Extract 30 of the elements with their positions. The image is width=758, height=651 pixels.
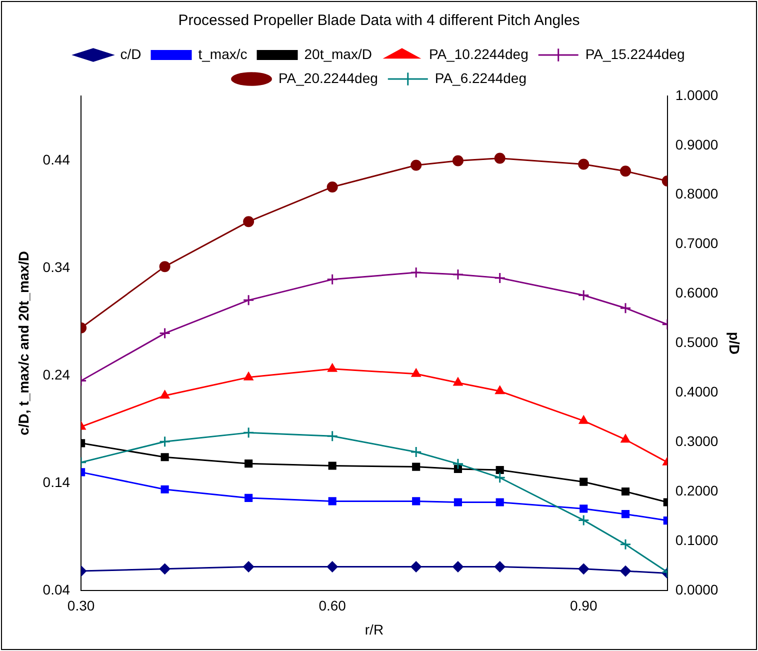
y2-tick-label: 0.4000 xyxy=(675,384,718,400)
x-tick-label: 0.30 xyxy=(67,598,95,614)
y2-tick-label: 1.0000 xyxy=(675,86,718,103)
legend-label: c/D xyxy=(120,46,142,62)
y-tick-label: 0.34 xyxy=(42,258,70,275)
y-axis-title: c/D, t_max/c and 20t_max/D xyxy=(15,250,32,436)
y2-tick-label: 0.8000 xyxy=(675,186,718,202)
y2-tick-label: 0.9000 xyxy=(675,136,718,152)
y-tick-label: 0.14 xyxy=(42,474,70,490)
legend-label: 20t_max/D xyxy=(304,46,372,62)
legend-label: t_max/c xyxy=(198,46,248,62)
y2-tick-label: 0.3000 xyxy=(675,432,718,449)
y-tick-label: 0.44 xyxy=(42,151,70,168)
y2-tick-label: 0.5000 xyxy=(675,334,718,350)
y2-tick-label: 0.2000 xyxy=(675,482,718,498)
y2-tick-label: 0.1000 xyxy=(675,532,718,548)
x-tick-label: 0.90 xyxy=(570,598,598,614)
chart-title: Processed Propeller Blade Data with 4 different Pitch Angles xyxy=(177,12,581,29)
legend-label: PA_20.2244deg xyxy=(278,70,378,86)
y2-axis-title: p/D xyxy=(726,332,743,354)
x-axis-title: r/R xyxy=(364,621,384,638)
y2-tick-label: 0.7000 xyxy=(675,235,718,252)
legend-label: PA_10.2244deg xyxy=(428,46,528,62)
y2-tick-label: 0.6000 xyxy=(675,284,718,301)
legend-label: PA_6.2244deg xyxy=(434,70,526,86)
x-tick-label: 0.60 xyxy=(318,598,346,614)
y2-tick-label: 0.0000 xyxy=(675,581,718,598)
y-tick-label: 0.04 xyxy=(42,581,70,598)
y-tick-label: 0.24 xyxy=(42,366,70,382)
legend-label: PA_15.2244deg xyxy=(585,46,685,62)
